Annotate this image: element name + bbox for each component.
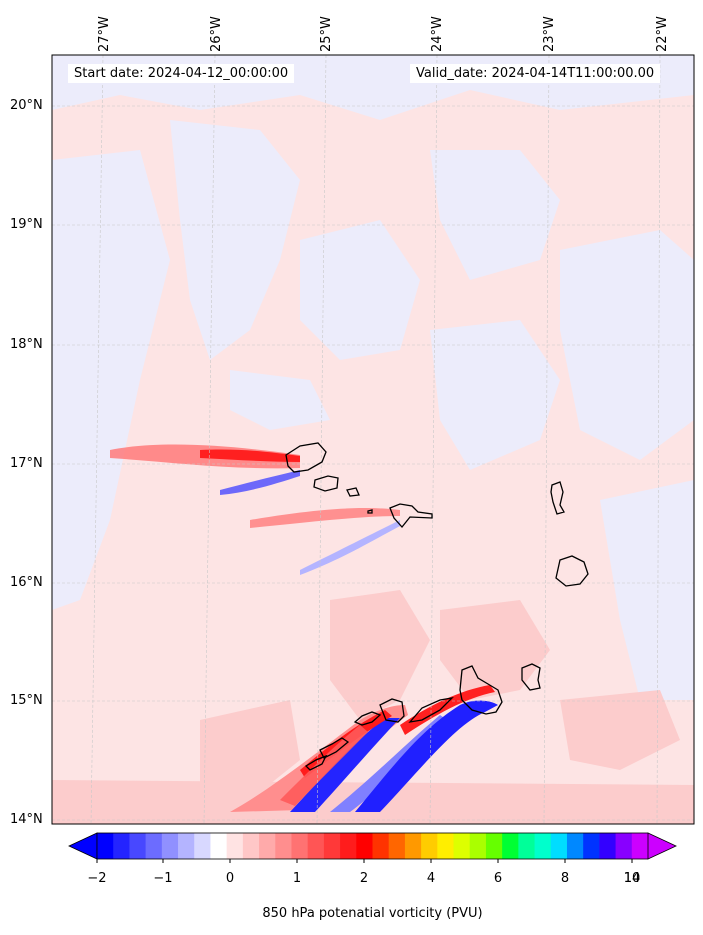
colorbar-swatch [534, 833, 552, 859]
colorbar-swatch [194, 833, 211, 859]
colorbar-swatch [340, 833, 357, 859]
colorbar-swatch [242, 833, 260, 859]
start-date-label: Start date: 2024-04-12_00:00:00 [68, 64, 295, 83]
colorbar-tick-label: 2 [359, 871, 369, 886]
colorbar-title: 850 hPa potenatial vorticity (PVU) [262, 906, 483, 921]
lon-label: 25°W [319, 16, 334, 52]
colorbar-swatch [259, 833, 276, 859]
colorbar-swatch [129, 833, 147, 859]
colorbar-swatch [291, 833, 309, 859]
southern-blue-wake [290, 718, 400, 812]
colorbar-swatch [97, 833, 114, 859]
lat-label: 16°N [10, 575, 43, 590]
island-santo-antao [285, 442, 327, 473]
island-islet [367, 509, 373, 514]
island-outlines [285, 442, 589, 771]
southern-blue-wake-2 [355, 700, 498, 812]
blue-wake-streak [220, 470, 300, 495]
lat-label: 20°N [10, 98, 43, 113]
island-sao-nicolau [389, 503, 433, 529]
colorbar-frame [96, 832, 649, 860]
colorbar-swatch [210, 833, 228, 859]
colorbar-tick-label: 1 [292, 871, 302, 886]
island-santiago [459, 665, 503, 715]
colorbar-tick-label: 10 [623, 871, 641, 886]
lat-label: 19°N [10, 217, 43, 232]
colorbar-swatch [226, 833, 244, 859]
colorbar-swatch [518, 833, 536, 859]
island-outline-4 [408, 697, 454, 723]
colorbar-swatch [161, 833, 179, 859]
island-fogo [379, 698, 405, 723]
colorbar-tick-label: −2 [87, 871, 107, 886]
lat-label: 17°N [10, 456, 43, 471]
colorbar-tick-label: −1 [153, 871, 173, 886]
lon-label: 27°W [97, 16, 112, 52]
lon-label: 26°W [209, 16, 224, 52]
lon-label: 24°W [430, 16, 445, 52]
colorbar-swatch [323, 833, 341, 859]
island-sal [550, 481, 565, 515]
island-boa-vista [555, 555, 589, 587]
map-plot-area [52, 55, 694, 824]
island-outline-5 [319, 737, 350, 759]
red-wake-streak-2 [250, 508, 400, 528]
colorbar-tick-label: 6 [493, 871, 503, 886]
negative-pv-patches [52, 55, 694, 700]
colorbar-swatch [615, 833, 633, 859]
red-wake-core [200, 449, 300, 462]
colorbar-swatch [421, 833, 438, 859]
colorbar-swatch [437, 833, 455, 859]
blue-wake-streak-2 [300, 520, 400, 575]
island-brava [353, 711, 382, 726]
colorbar-swatch [453, 833, 471, 859]
colorbar-extend-max [647, 832, 677, 860]
island-santa-luzia [346, 487, 360, 497]
colorbar-tick-label: 14 [623, 871, 641, 886]
gridlines [52, 55, 694, 824]
colorbar-swatch [307, 833, 325, 859]
colorbar-tick-label: 4 [426, 871, 436, 886]
lat-label: 14°N [10, 812, 43, 827]
colorbar-swatch [550, 833, 568, 859]
lon-label: 22°W [655, 16, 670, 52]
lon-label: 23°W [542, 16, 557, 52]
colorbar-swatch [502, 833, 519, 859]
colorbar-swatch [145, 833, 163, 859]
colorbar-extend-min [68, 832, 98, 860]
colorbar-swatch [178, 833, 195, 859]
southern-red-wake-core-2 [400, 685, 495, 735]
island-sao-vicente [313, 475, 339, 492]
valid-date-label: Valid_date: 2024-04-14T11:00:00.00 [410, 64, 661, 83]
colorbar-swatch [372, 833, 390, 859]
colorbar-swatch [388, 833, 406, 859]
colorbar-swatch [275, 833, 292, 859]
colorbar-tick-label: 8 [560, 871, 570, 886]
southern-red-wake-3 [280, 725, 368, 806]
colorbar-swatch [469, 833, 487, 859]
colorbar-swatch [599, 833, 617, 859]
colorbar-swatch [356, 833, 373, 859]
colorbar-tick-label: 0 [225, 871, 235, 886]
colorbar-swatch [631, 833, 649, 859]
colorbar-swatch [566, 833, 584, 859]
lat-label: 15°N [10, 693, 43, 708]
colorbar-swatch [113, 833, 130, 859]
colorbar-swatch [404, 833, 422, 859]
colorbar-swatch [583, 833, 600, 859]
island-outline-6 [304, 754, 328, 771]
colorbar [68, 832, 677, 863]
map-frame [51, 54, 695, 825]
colorbar-swatch [485, 833, 503, 859]
lat-label: 18°N [10, 337, 43, 352]
island-maio [521, 663, 541, 691]
